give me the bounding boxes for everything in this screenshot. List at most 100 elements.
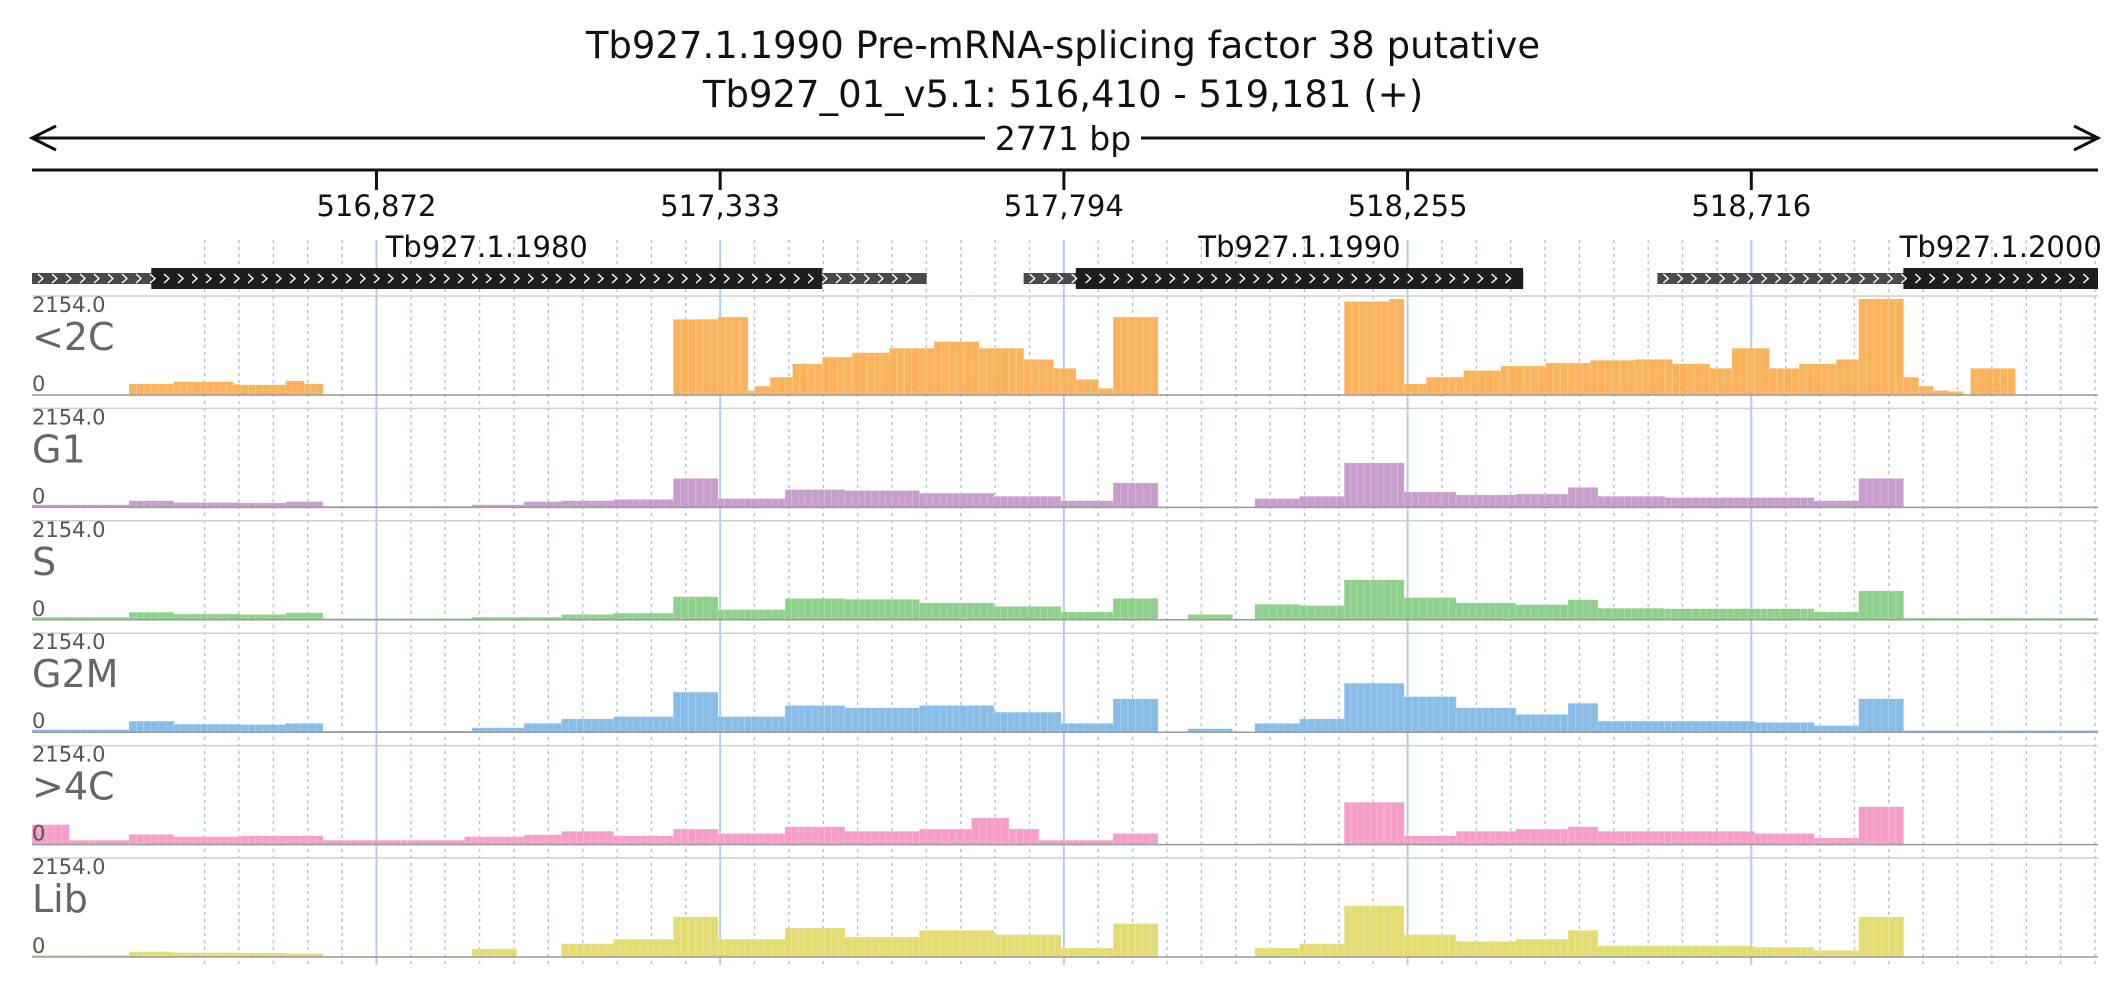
- gene-strand-chevron: [597, 273, 605, 284]
- coverage-bar: [575, 943, 585, 958]
- coverage-bar: [1433, 835, 1442, 845]
- coverage-bar: [262, 614, 272, 621]
- gene-strand-chevron: [513, 273, 521, 284]
- coverage-bar: [633, 835, 641, 845]
- coverage-bar: [277, 835, 287, 845]
- coverage-bar: [948, 341, 958, 396]
- coverage-bar: [1150, 482, 1159, 508]
- coverage-bar: [1589, 826, 1599, 845]
- coverage-bar: [1135, 698, 1144, 733]
- coverage-bar: [1793, 833, 1802, 845]
- coverage-bar: [1589, 359, 1599, 396]
- coverage-bar: [1038, 359, 1047, 396]
- coverage-bar: [233, 613, 242, 621]
- coverage-bar: [1112, 833, 1122, 845]
- coverage-bar: [1888, 806, 1897, 845]
- coverage-bar: [626, 716, 635, 733]
- coverage-bar: [1575, 702, 1584, 733]
- coverage-bar: [1418, 696, 1427, 733]
- gene-strand-chevron: [373, 273, 381, 284]
- track-4: 2154.0 0 >4C: [31, 743, 2098, 846]
- coverage-bar: [1828, 837, 1837, 845]
- gene-strand-chevron: [541, 273, 549, 284]
- coverage-bar: [1918, 385, 1927, 396]
- coverage-bar: [925, 492, 934, 508]
- coverage-bar: [1370, 462, 1378, 508]
- gene-strand-chevron: [821, 273, 829, 284]
- coverage-bar: [672, 916, 682, 958]
- coverage-bar: [1135, 316, 1144, 396]
- track-5: 2154.0 0 Lib: [31, 855, 2098, 958]
- coverage-bar: [731, 716, 739, 733]
- coverage-bar: [1097, 500, 1107, 508]
- coverage-bar: [725, 316, 734, 396]
- coverage-bar: [744, 498, 753, 508]
- coverage-bar: [1299, 605, 1308, 621]
- coverage-bar: [255, 384, 264, 396]
- coverage-bar: [859, 352, 868, 396]
- coverage-bar: [672, 596, 682, 621]
- gene-label-0: Tb927.1.1980: [385, 230, 588, 264]
- coverage-bar: [1127, 598, 1137, 621]
- coverage-bar: [233, 384, 242, 396]
- gene-strand-chevron: [37, 273, 45, 284]
- coverage-bar: [300, 835, 309, 845]
- coverage-bar: [639, 612, 648, 621]
- coverage-bar: [1560, 828, 1569, 845]
- coverage-bar: [1589, 929, 1599, 958]
- coverage-bar: [771, 609, 779, 621]
- coverage-bar: [646, 835, 654, 845]
- coverage-bar: [1787, 833, 1795, 845]
- coverage-bar: [695, 916, 704, 958]
- coverage-bar: [1127, 833, 1137, 845]
- gene-strand-chevron: [1760, 273, 1768, 284]
- gene-strand-chevron: [1239, 273, 1246, 284]
- coverage-bar: [531, 834, 540, 845]
- coverage-bar: [240, 384, 249, 396]
- coverage-bar: [710, 478, 719, 508]
- coverage-bar: [1314, 495, 1323, 508]
- gene-strand-chevron: [1295, 273, 1302, 284]
- gene-strand-chevron: [1099, 273, 1106, 284]
- gene-strand-chevron: [1211, 273, 1218, 284]
- coverage-bar: [1075, 611, 1084, 621]
- coverage-bar: [1705, 608, 1714, 621]
- coverage-bar: [1767, 833, 1775, 845]
- coverage-bar: [831, 927, 839, 958]
- gene-strand-chevron: [793, 273, 801, 284]
- coverage-bar: [695, 691, 704, 733]
- coverage-bar: [1105, 388, 1114, 396]
- coverage-bar: [247, 384, 257, 396]
- coverage-bar: [1299, 943, 1308, 958]
- coverage-bar: [672, 478, 682, 508]
- coverage-bar: [952, 705, 961, 733]
- coverage-bar: [1522, 828, 1532, 845]
- coverage-bar: [1475, 941, 1484, 958]
- coverage-bar: [220, 613, 228, 621]
- coverage-bar: [186, 381, 195, 396]
- coverage-bar: [1053, 606, 1062, 621]
- coverage-bar: [1040, 495, 1049, 508]
- coverage-bar: [1560, 604, 1569, 621]
- coverage-bar: [1780, 608, 1789, 621]
- coverage-bar: [1090, 611, 1099, 621]
- coverage-bar: [1793, 722, 1802, 733]
- coverage-bar: [285, 612, 294, 621]
- coverage-bar: [702, 916, 712, 958]
- coverage-bar: [639, 716, 648, 733]
- coverage-bar: [1269, 947, 1278, 958]
- coverage-bar: [639, 499, 648, 508]
- coverage-bar: [1020, 495, 1028, 508]
- coverage-bar: [764, 609, 773, 621]
- gene-strand-chevron: [1718, 273, 1726, 284]
- coverage-bar: [1013, 711, 1022, 733]
- coverage-bar: [1567, 826, 1576, 845]
- coverage-bar: [1780, 497, 1789, 508]
- coverage-bar: [639, 938, 648, 958]
- coverage-bar: [1370, 801, 1378, 845]
- coverage-bar: [864, 490, 873, 508]
- gene-strand-chevron: [653, 273, 661, 284]
- coverage-bar: [864, 936, 873, 958]
